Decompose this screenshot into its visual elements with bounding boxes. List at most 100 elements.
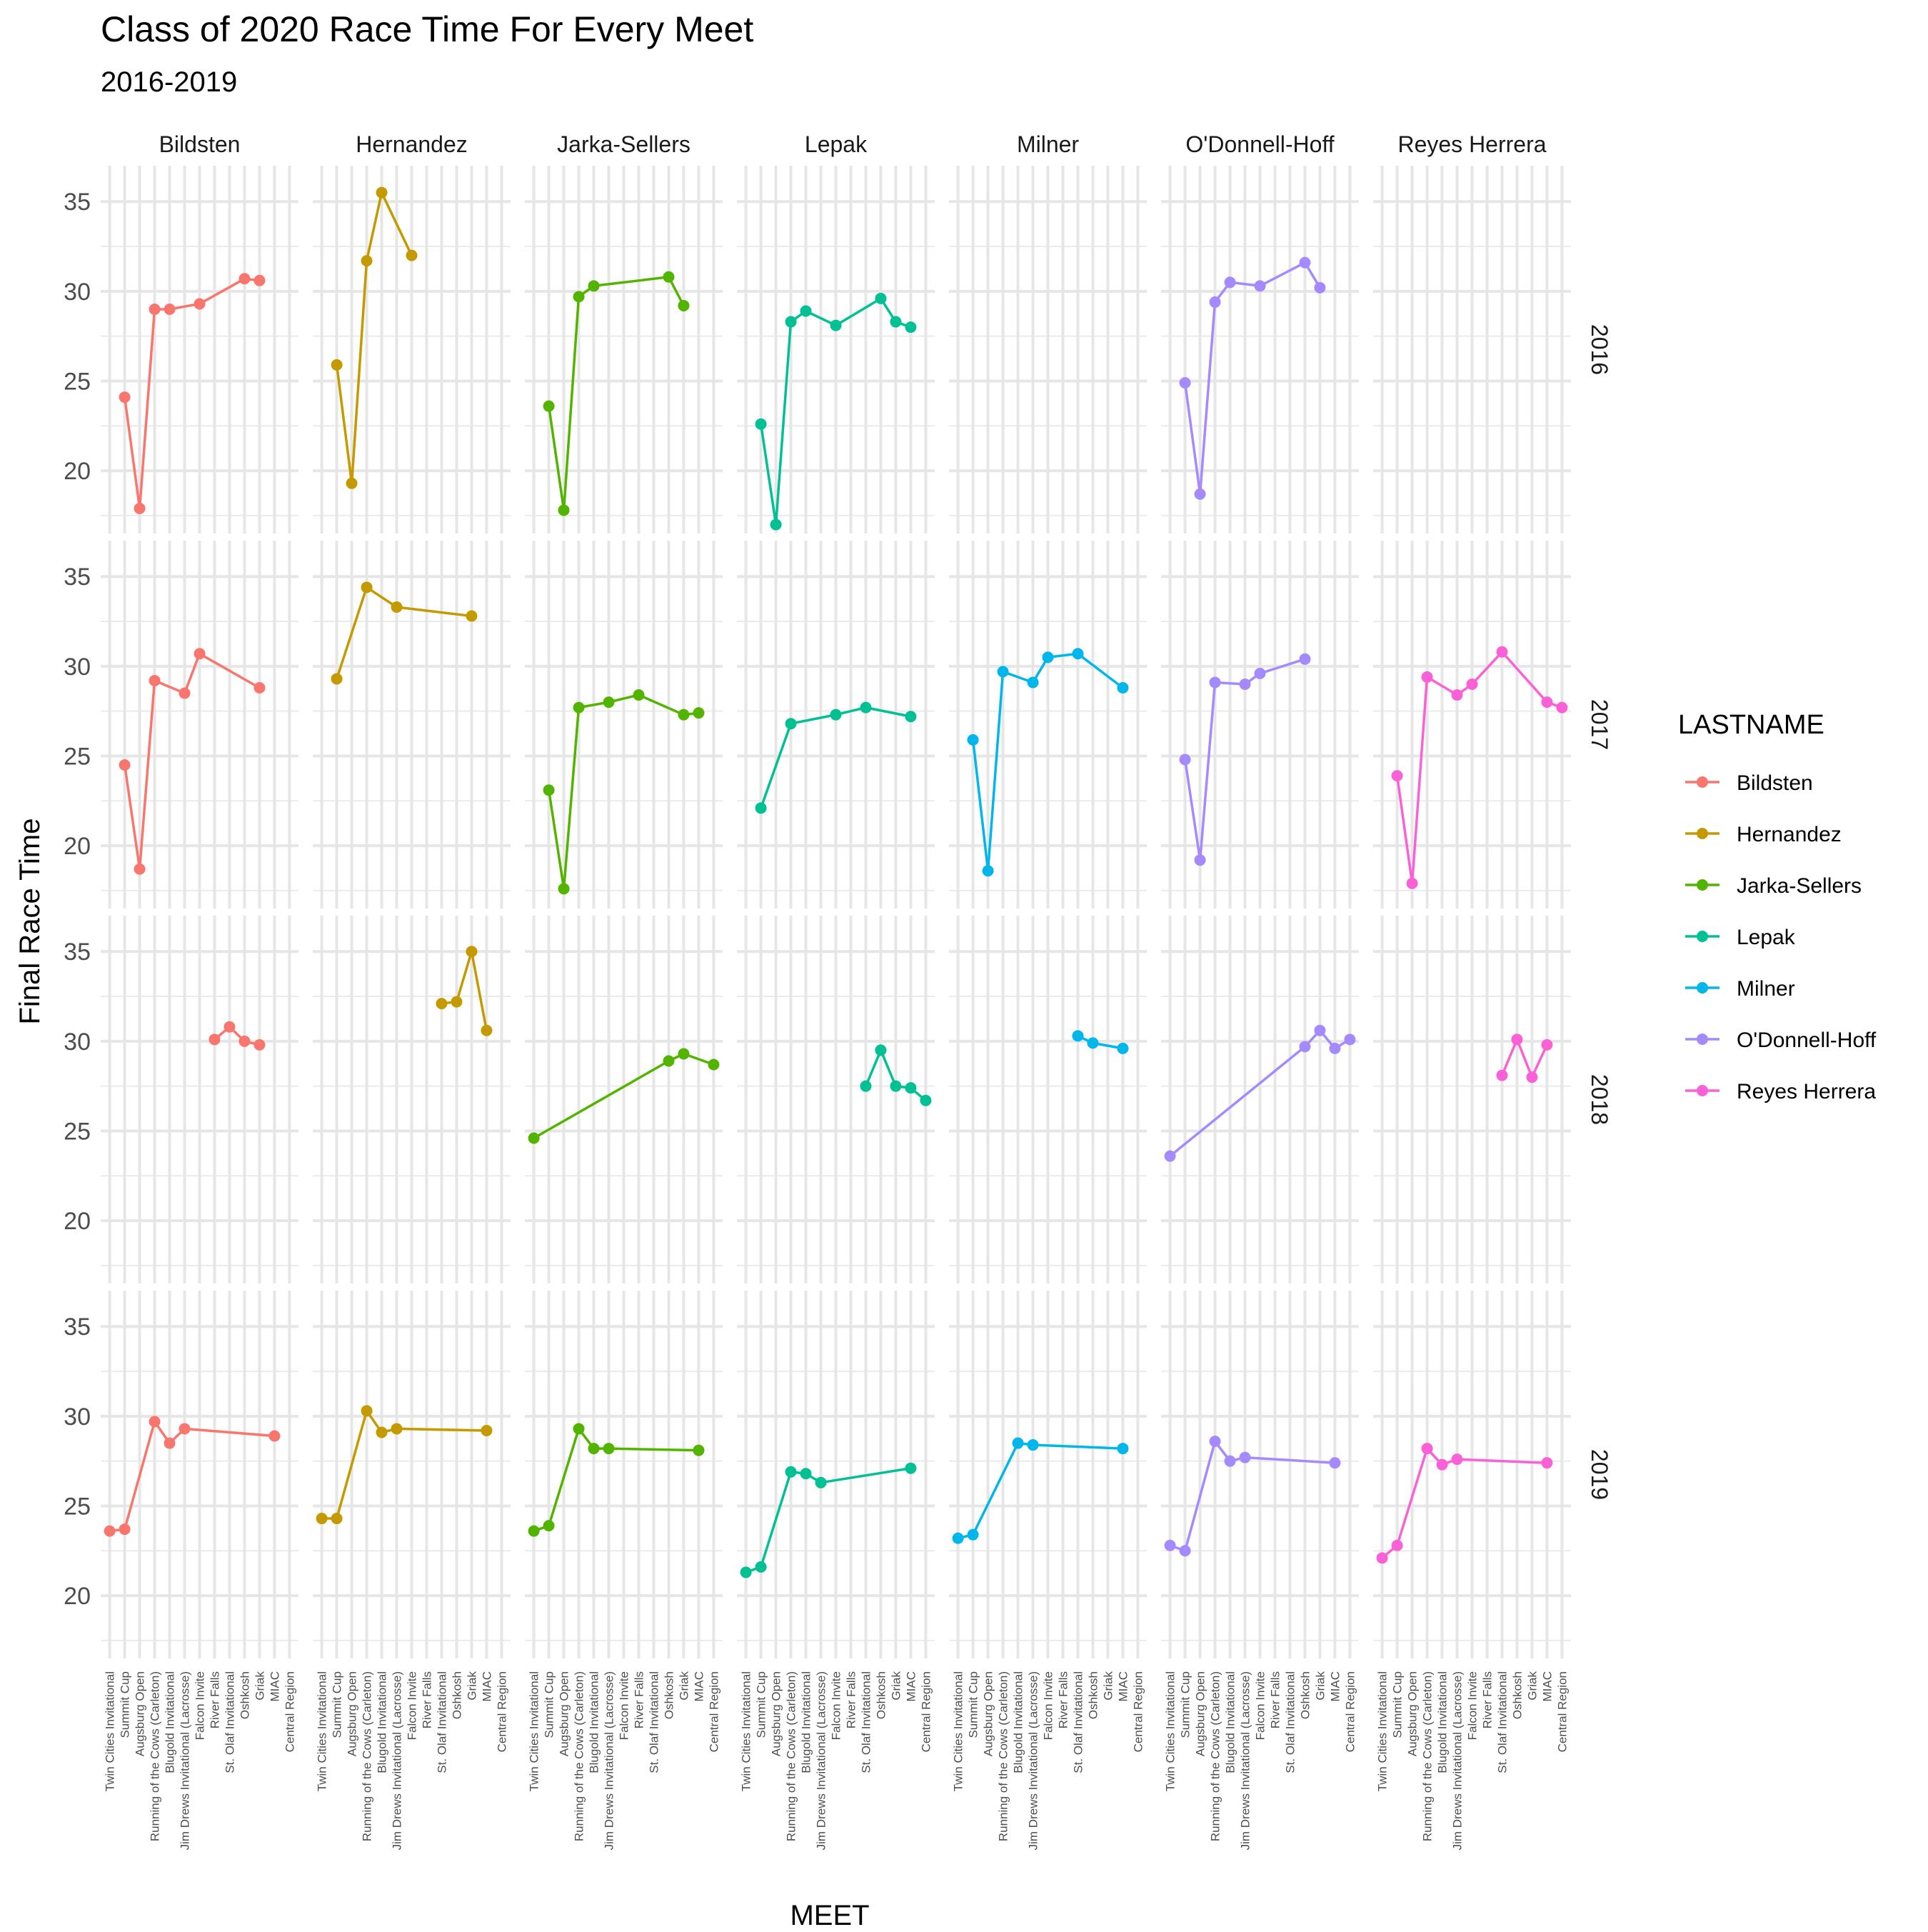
data-point <box>1254 667 1266 679</box>
x-tick-label: Central Region <box>707 1671 721 1752</box>
data-point <box>1164 1539 1176 1551</box>
legend-key-point <box>1697 879 1708 891</box>
legend-item-jarka-sellers: Jarka-Sellers <box>1685 874 1862 898</box>
data-point <box>573 1423 585 1435</box>
data-point <box>134 502 146 514</box>
x-axis-title: MEET <box>790 1900 869 1928</box>
data-point <box>1239 1451 1251 1463</box>
data-point <box>1194 488 1206 500</box>
x-tick-label: St. Olaf Invitational <box>1071 1671 1085 1773</box>
x-tick-label: River Falls <box>420 1671 433 1728</box>
data-point <box>830 709 842 721</box>
panel-o-donnell-hoff-2019 <box>1161 1291 1359 1658</box>
series-line <box>123 277 260 510</box>
data-point <box>558 883 570 895</box>
data-point <box>663 1055 675 1067</box>
data-point <box>1436 1458 1448 1471</box>
x-tick-label: Augsburg Open <box>1406 1671 1420 1756</box>
data-point <box>1511 1033 1523 1046</box>
x-tick-label: St. Olaf Invitational <box>1283 1671 1297 1773</box>
data-point <box>466 610 478 622</box>
data-point <box>770 519 782 531</box>
data-point <box>164 303 176 315</box>
legend-label: Hernandez <box>1737 823 1842 846</box>
series-milner-2019 <box>952 1437 1129 1544</box>
y-axis-title: Final Race Time <box>14 819 46 1025</box>
series-lepak-2019 <box>740 1462 917 1578</box>
y-tick-label: 20 <box>64 458 91 485</box>
x-tick-label: Falcon Invite <box>618 1671 631 1740</box>
legend-key-point <box>1697 776 1708 788</box>
data-point <box>588 280 600 292</box>
panel-lepak-2018 <box>737 916 935 1283</box>
y-tick-label: 35 <box>64 939 91 966</box>
data-point <box>573 291 585 303</box>
data-point <box>1421 1443 1433 1455</box>
data-point <box>755 418 767 430</box>
data-point <box>1117 1042 1129 1054</box>
data-point <box>1541 696 1553 709</box>
data-point <box>785 1466 797 1478</box>
legend-label: Milner <box>1737 977 1795 1001</box>
series-line <box>745 1466 911 1574</box>
series-lepak-2018 <box>860 1044 932 1106</box>
series-line <box>533 1427 699 1533</box>
data-point <box>1179 376 1191 389</box>
data-point <box>558 504 570 516</box>
data-point <box>905 1082 917 1094</box>
legend-key-point <box>1697 828 1708 839</box>
legend-item-o-donnell-hoff: O'Donnell-Hoff <box>1685 1028 1877 1052</box>
data-point <box>603 1443 615 1455</box>
data-point <box>239 273 251 285</box>
x-tick-label: Summit Cup <box>331 1671 344 1738</box>
data-point <box>331 359 343 371</box>
data-point <box>997 666 1009 678</box>
panel-milner-2018 <box>949 916 1147 1283</box>
x-tick-label: Jim Drews Invitational (Lacrosse) <box>179 1671 192 1850</box>
legend-key-point <box>1697 1033 1708 1045</box>
x-tick-label: Blugold Invitational <box>1224 1671 1237 1773</box>
panel-hernandez-2018 <box>313 916 511 1283</box>
x-tick-label: Jim Drews Invitational (Lacrosse) <box>603 1671 616 1850</box>
x-tick-label: Jim Drews Invitational (Lacrosse) <box>1027 1671 1040 1850</box>
data-point <box>481 1024 493 1036</box>
y-tick-label: 25 <box>64 368 91 395</box>
series-jarka-sellers-2016 <box>543 271 690 516</box>
data-point <box>194 648 206 660</box>
data-point <box>920 1094 932 1106</box>
data-point <box>952 1532 964 1544</box>
x-tick-label: MIAC <box>904 1671 918 1702</box>
x-tick-label: River Falls <box>632 1671 646 1728</box>
panel-reyes-herrera-2019 <box>1373 1291 1571 1658</box>
legend-item-hernandez: Hernandez <box>1685 823 1842 846</box>
y-tick-label: 30 <box>64 1028 91 1056</box>
x-tick-label: Falcon Invite <box>830 1671 843 1740</box>
x-tick-label: Jim Drews Invitational (Lacrosse) <box>815 1671 828 1850</box>
data-point <box>693 707 705 719</box>
y-tick-label: 20 <box>64 1583 91 1610</box>
data-point <box>1344 1033 1356 1046</box>
x-tick-label: Twin Cities Invitational <box>104 1671 117 1791</box>
legend: LASTNAME Bildsten Hernandez Jarka-Sellers L… <box>1678 710 1877 1103</box>
x-tick-label: Twin Cities Invitational <box>1376 1671 1390 1791</box>
data-point <box>209 1033 221 1046</box>
data-point <box>346 477 358 489</box>
data-point <box>1496 646 1508 658</box>
facet-label-col: Milner <box>1017 131 1079 157</box>
data-point <box>1209 296 1221 308</box>
data-point <box>1299 653 1311 665</box>
legend-item-bildsten: Bildsten <box>1685 771 1813 795</box>
data-point <box>1541 1457 1553 1469</box>
facet-label-row: 2016 <box>1587 324 1612 375</box>
panel-o-donnell-hoff-2016 <box>1161 166 1359 534</box>
legend-label: Reyes Herrera <box>1737 1080 1876 1103</box>
x-tick-label: Running of the Cows (Carleton) <box>1421 1671 1435 1841</box>
data-point <box>1391 770 1403 782</box>
x-tick-label: Oshkosh <box>1510 1671 1524 1719</box>
facet-label-row: 2019 <box>1587 1449 1612 1500</box>
data-point <box>1072 1030 1084 1042</box>
data-point <box>890 1080 902 1092</box>
data-point <box>331 1513 343 1525</box>
data-point <box>678 1048 690 1060</box>
data-point <box>119 1523 131 1536</box>
